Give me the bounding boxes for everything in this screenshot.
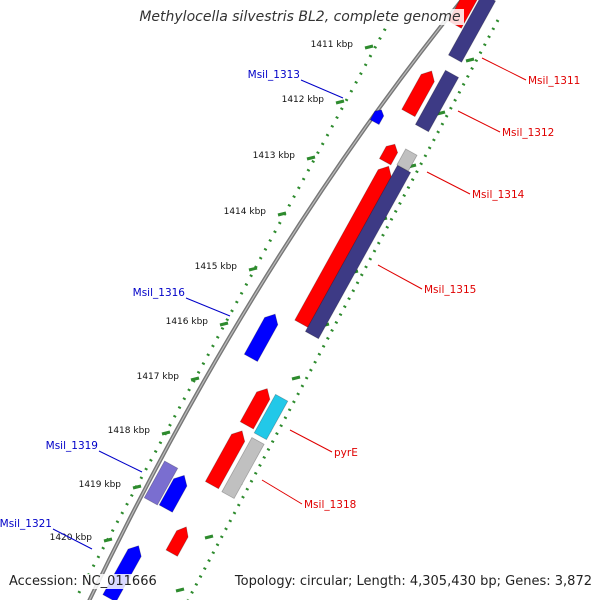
ruler-dotted-track	[73, 19, 392, 600]
cds-feature-msil-1314	[378, 143, 399, 166]
reverse-gene-msil-1319	[158, 474, 188, 513]
kbp-tick-label: 1411 kbp	[311, 40, 354, 50]
gene-label-leader-line	[52, 528, 93, 550]
outer-track-major-tick	[465, 57, 475, 63]
gene-label: Msil_1311	[528, 75, 580, 87]
ruler-major-tick	[161, 430, 171, 436]
gray-track-msil-1318	[221, 436, 265, 500]
gene-label: Msil_1313	[248, 69, 300, 81]
outer-track-major-tick	[291, 375, 301, 381]
outer-track-major-tick	[175, 587, 185, 593]
kbp-tick-label: 1418 kbp	[108, 426, 151, 436]
kbp-tick-label: 1417 kbp	[137, 372, 180, 382]
ruler-major-tick	[248, 266, 258, 272]
genome-backbone	[87, 0, 465, 600]
protein-track-msil-1319	[143, 460, 179, 506]
gene-label: Msil_1315	[424, 284, 476, 296]
outer-dotted-track	[186, 19, 500, 600]
kbp-tick-label: 1419 kbp	[79, 480, 122, 490]
gene-label-leader-line	[98, 450, 143, 473]
cds-feature-msil-1318	[204, 430, 246, 490]
gene-label-leader-line	[377, 264, 423, 290]
kbp-tick-label: 1415 kbp	[195, 262, 238, 272]
map-title: Methylocella silvestris BL2, complete ge…	[0, 9, 600, 25]
reverse-gene-msil-1316	[243, 313, 279, 363]
gene-label-leader-line	[426, 171, 471, 195]
ruler-major-tick	[132, 484, 142, 490]
genome-backbone-highlight	[88, 0, 463, 600]
ruler-major-tick	[277, 211, 287, 217]
map-title-text: Methylocella silvestris BL2, complete ge…	[136, 9, 464, 25]
gene-label: Msil_1318	[304, 499, 356, 511]
reverse-gene-msil-1313	[369, 109, 385, 126]
gene-label-leader-line	[185, 297, 231, 317]
kbp-tick-label: 1413 kbp	[253, 151, 296, 161]
gene-label-leader-line	[289, 429, 333, 453]
ruler-major-tick	[364, 44, 374, 50]
gene-label: Msil_1321	[0, 518, 52, 530]
ruler-major-tick	[335, 99, 345, 105]
ruler-major-tick	[190, 376, 200, 382]
gene-label-leader-line	[481, 57, 527, 81]
protein-track-msil-1312	[414, 69, 460, 133]
gene-label: Msil_1312	[502, 127, 554, 139]
protein-track-msil-1311	[447, 0, 497, 63]
cds-feature-msil-1315	[294, 165, 392, 328]
gene-label: pyrE	[334, 447, 358, 459]
cyan-track-pyre	[253, 393, 289, 441]
ruler-major-tick	[103, 537, 113, 543]
kbp-tick-label: 1414 kbp	[224, 207, 267, 217]
gene-label-leader-line	[457, 110, 501, 133]
cds-feature-msil-1320	[165, 526, 189, 557]
outer-track-major-tick	[204, 534, 214, 540]
gene-label: Msil_1314	[472, 189, 525, 201]
ruler-major-tick	[219, 321, 229, 327]
gene-label: Msil_1316	[133, 287, 186, 299]
kbp-tick-label: 1412 kbp	[282, 95, 325, 105]
gray-track-msil-1314	[396, 148, 418, 172]
kbp-tick-label: 1416 kbp	[166, 317, 209, 327]
gene-label-leader-line	[300, 79, 344, 99]
protein-track-msil-1315	[304, 164, 412, 340]
reverse-gene-msil-1321	[102, 545, 142, 600]
gene-label-leader-line	[261, 479, 303, 505]
cds-feature-pyre	[239, 388, 271, 430]
genome-stats-label: Topology: circular; Length: 4,305,430 bp…	[234, 574, 592, 589]
ruler-major-tick	[306, 155, 316, 161]
gene-label: Msil_1319	[46, 440, 98, 452]
accession-label: Accession: NC_011666	[9, 574, 157, 589]
cds-feature-msil-1311	[401, 70, 435, 118]
